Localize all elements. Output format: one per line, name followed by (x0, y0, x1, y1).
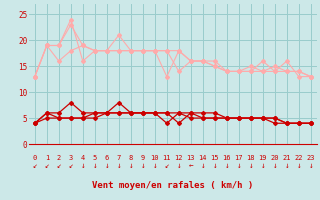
Text: ↓: ↓ (201, 161, 205, 170)
Text: ↓: ↓ (225, 161, 229, 170)
Text: ↓: ↓ (284, 161, 289, 170)
Text: ↓: ↓ (177, 161, 181, 170)
Text: ↙: ↙ (164, 161, 169, 170)
Text: ↓: ↓ (81, 161, 85, 170)
Text: ↓: ↓ (153, 161, 157, 170)
X-axis label: Vent moyen/en rafales ( km/h ): Vent moyen/en rafales ( km/h ) (92, 181, 253, 190)
Text: ↓: ↓ (236, 161, 241, 170)
Text: ↓: ↓ (249, 161, 253, 170)
Text: ↙: ↙ (57, 161, 61, 170)
Text: ↓: ↓ (140, 161, 145, 170)
Text: ↓: ↓ (260, 161, 265, 170)
Text: ↓: ↓ (116, 161, 121, 170)
Text: ↙: ↙ (44, 161, 49, 170)
Text: ↓: ↓ (212, 161, 217, 170)
Text: ↓: ↓ (297, 161, 301, 170)
Text: ↙: ↙ (68, 161, 73, 170)
Text: ←: ← (188, 161, 193, 170)
Text: ↙: ↙ (33, 161, 37, 170)
Text: ↓: ↓ (129, 161, 133, 170)
Text: ↓: ↓ (308, 161, 313, 170)
Text: ↓: ↓ (105, 161, 109, 170)
Text: ↓: ↓ (273, 161, 277, 170)
Text: ↓: ↓ (92, 161, 97, 170)
